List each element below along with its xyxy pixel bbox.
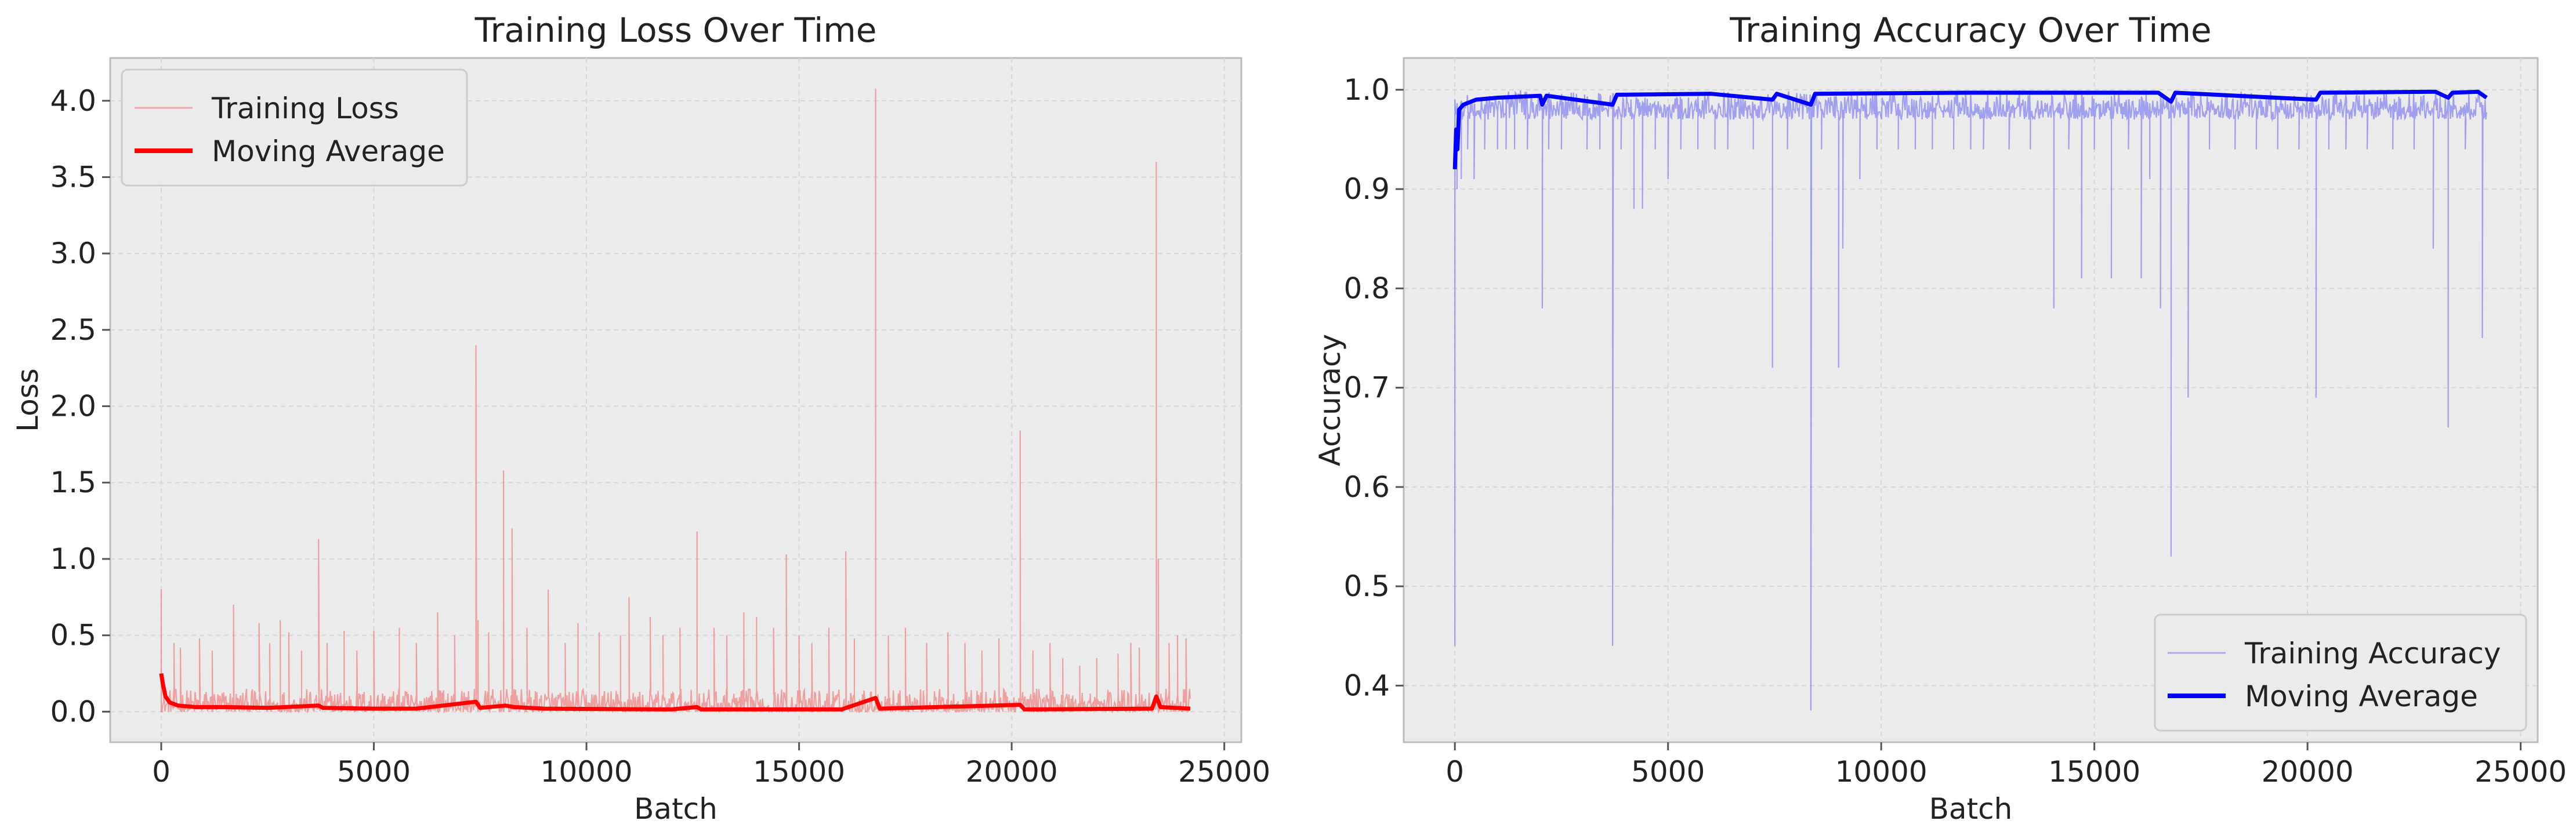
y-tick-label: 3.5 [50, 160, 96, 194]
loss-legend: Training Loss Moving Average [121, 68, 468, 187]
accuracy-y-axis-label: Accuracy [1313, 334, 1347, 466]
y-tick-label: 0.5 [1343, 569, 1390, 603]
accuracy-legend: Training Accuracy Moving Average [2154, 613, 2527, 732]
y-tick-label: 0.6 [1343, 470, 1390, 504]
loss-legend-label-raw: Training Loss [211, 92, 399, 125]
accuracy-legend-label-raw: Training Accuracy [2244, 637, 2501, 670]
loss-chart-title: Training Loss Over Time [474, 10, 877, 50]
x-tick-label: 15000 [753, 755, 845, 789]
x-tick-label: 5000 [1631, 755, 1705, 789]
accuracy-chart-title: Training Accuracy Over Time [1729, 10, 2211, 50]
y-tick-label: 3.0 [50, 237, 96, 270]
y-tick-label: 1.0 [50, 542, 96, 576]
y-tick-label: 1.0 [1343, 73, 1390, 107]
y-tick-label: 0.7 [1343, 371, 1390, 405]
loss-series-group [159, 88, 1191, 714]
y-tick-label: 0.0 [50, 695, 96, 728]
y-tick-label: 0.5 [50, 619, 96, 652]
loss-legend-label-avg: Moving Average [212, 135, 445, 168]
x-tick-label: 10000 [1835, 755, 1928, 789]
accuracy-series-group [1452, 89, 2488, 711]
accuracy-moving-average-line [1452, 89, 2488, 169]
y-tick-label: 2.0 [50, 390, 96, 423]
accuracy-chart: 0 5000 10000 15000 20000 25000 0.4 0.5 0.6 0.7 0.8… [1313, 10, 2567, 826]
x-tick-label: 0 [152, 755, 171, 789]
loss-moving-average-line [159, 673, 1191, 711]
accuracy-legend-box [2154, 613, 2527, 732]
x-tick-label: 10000 [541, 755, 633, 789]
x-tick-label: 20000 [2262, 755, 2354, 789]
y-tick-label: 2.5 [50, 313, 96, 347]
loss-chart: 0 5000 10000 15000 20000 25000 0.0 0.5 1.0 1.5 2.0… [11, 10, 1270, 826]
x-tick-label: 25000 [2474, 755, 2567, 789]
y-tick-label: 1.5 [50, 466, 96, 499]
x-tick-label: 15000 [2048, 755, 2140, 789]
x-tick-label: 5000 [337, 755, 411, 789]
y-tick-label: 0.8 [1343, 271, 1390, 305]
y-tick-label: 0.9 [1343, 172, 1390, 206]
x-tick-label: 0 [1445, 755, 1464, 789]
x-tick-label: 25000 [1178, 755, 1270, 789]
accuracy-legend-label-avg: Moving Average [2245, 680, 2478, 713]
accuracy-axis-ticks: 0 5000 10000 15000 20000 25000 0.4 0.5 0.6 0.7 0.8… [1343, 73, 2567, 789]
loss-axis-ticks: 0 5000 10000 15000 20000 25000 0.0 0.5 1.0 1.5 2.0… [50, 84, 1270, 789]
y-tick-label: 4.0 [50, 84, 96, 118]
x-tick-label: 20000 [966, 755, 1058, 789]
loss-x-axis-label: Batch [634, 792, 718, 826]
loss-legend-box [121, 68, 468, 187]
accuracy-x-axis-label: Batch [1929, 792, 2013, 826]
y-tick-label: 0.4 [1343, 669, 1390, 702]
loss-y-axis-label: Loss [11, 368, 45, 432]
